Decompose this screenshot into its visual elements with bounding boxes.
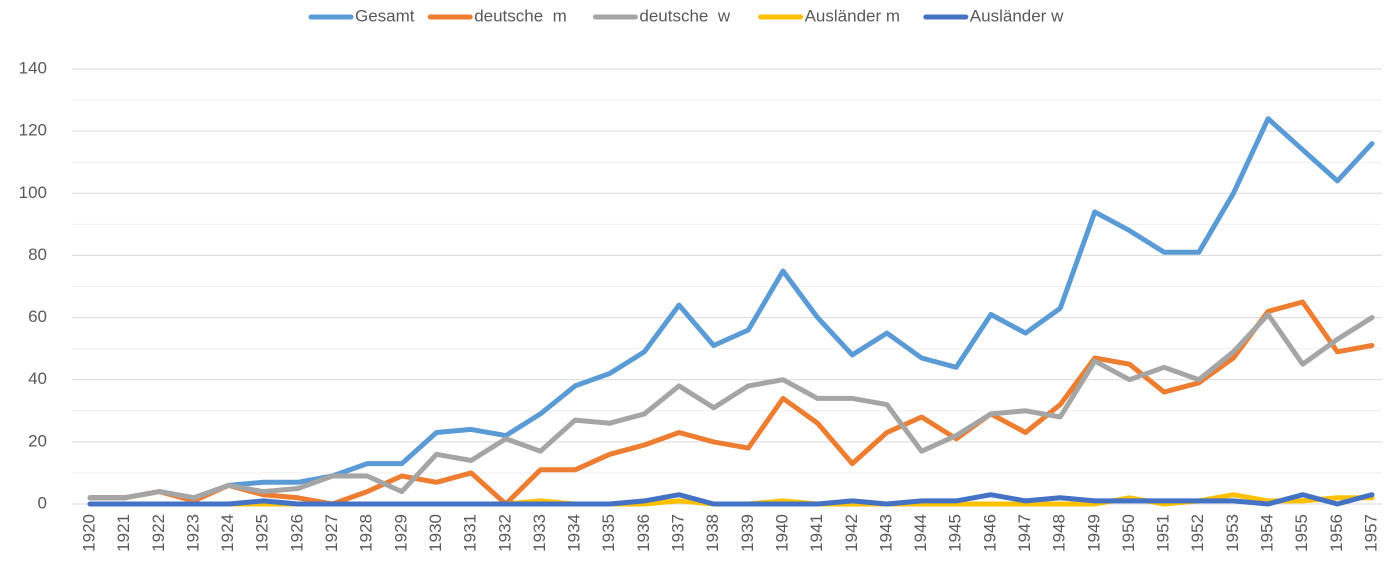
legend-label: deutsche w [639,6,730,25]
y-tick-label: 20 [28,431,47,450]
legend-label: Ausländer m [805,6,900,25]
x-tick-label: 1922 [149,514,168,552]
x-tick-label: 1946 [980,514,999,552]
x-tick-label: 1943 [876,514,895,552]
x-tick-label: 1950 [1119,514,1138,552]
x-tick-label: 1954 [1258,514,1277,552]
y-tick-label: 60 [28,307,47,326]
x-tick-label: 1944 [911,514,930,552]
x-tick-label: 1952 [1188,514,1207,552]
series-line [87,312,1375,501]
x-tick-label: 1930 [426,514,445,552]
x-tick-label: 1957 [1361,514,1380,552]
x-tick-label: 1934 [565,514,584,552]
x-tick-label: 1931 [461,514,480,552]
x-tick-label: 1949 [1084,514,1103,552]
x-tick-label: 1921 [114,514,133,552]
x-tick-label: 1929 [391,514,410,552]
x-tick-label: 1951 [1154,514,1173,552]
x-tick-label: 1928 [357,514,376,552]
series-line [87,116,1375,501]
x-tick-label: 1933 [530,514,549,552]
x-tick-label: 1932 [495,514,514,552]
x-tick-label: 1941 [807,514,826,552]
x-tick-label: 1925 [253,514,272,552]
x-tick-label: 1942 [842,514,861,552]
x-tick-label: 1948 [1050,514,1069,552]
y-tick-label: 100 [19,183,47,202]
x-tick-label: 1923 [183,514,202,552]
y-tick-label: 80 [28,245,47,264]
x-tick-label: 1956 [1327,514,1346,552]
series-line [87,492,1375,507]
x-tick-label: 1920 [79,514,98,552]
legend: Gesamt deutsche m deutsche w Ausländer m Aus… [308,6,1064,25]
x-tick-label: 1936 [634,514,653,552]
x-tick-label: 1935 [599,514,618,552]
x-tick-label: 1939 [738,514,757,552]
x-tick-label: 1947 [1015,514,1034,552]
series-line [87,299,1375,507]
x-tick-label: 1924 [218,514,237,552]
x-tick-label: 1945 [946,514,965,552]
x-tick-label: 1953 [1223,514,1242,552]
legend-label: deutsche m [474,6,567,25]
x-tick-label: 1927 [322,514,341,552]
y-tick-label: 140 [19,58,47,77]
x-tick-label: 1937 [669,514,688,552]
y-tick-label: 40 [28,369,47,388]
x-tick-label: 1938 [703,514,722,552]
y-tick-label: 120 [19,121,47,140]
x-tick-label: 1940 [772,514,791,552]
x-tick-label: 1955 [1292,514,1311,552]
x-tick-label: 1926 [287,514,306,552]
y-tick-label: 0 [38,493,47,512]
legend-label: Gesamt [355,6,415,25]
legend-label: Ausländer w [970,6,1064,25]
